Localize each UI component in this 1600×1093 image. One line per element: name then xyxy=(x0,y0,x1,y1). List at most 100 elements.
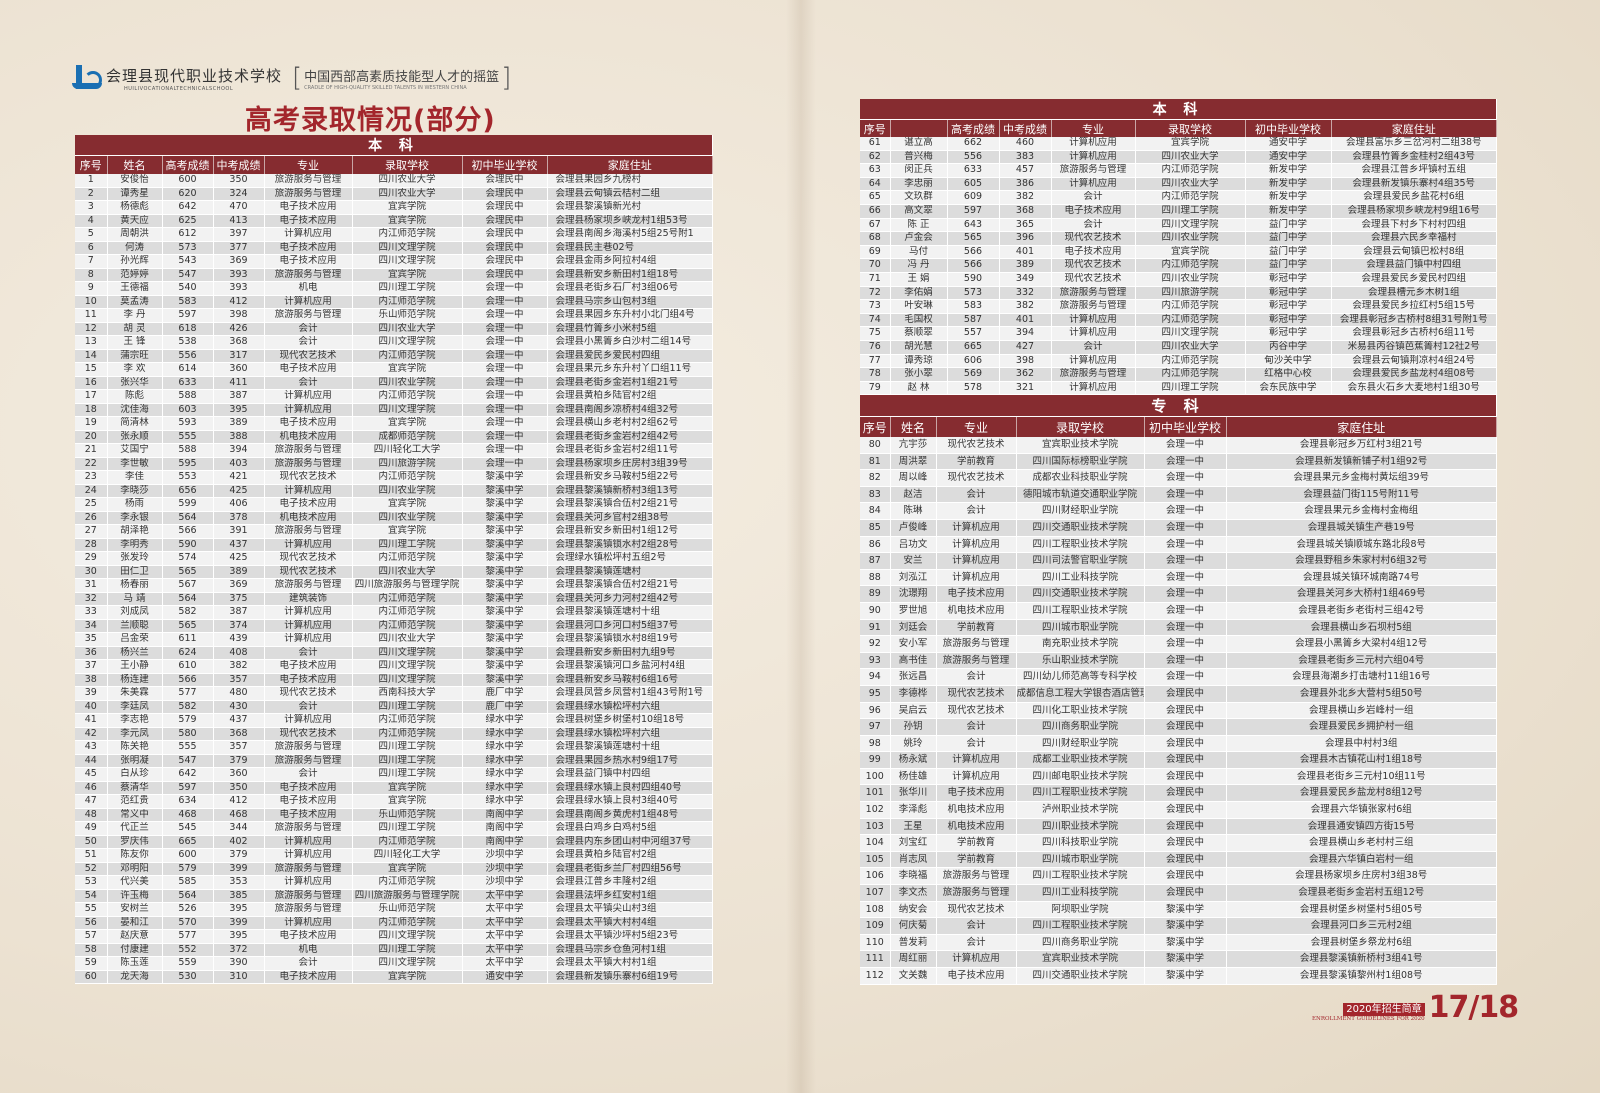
major-cell: 学前教育 xyxy=(936,851,1017,869)
gaokao-score-cell: 530 xyxy=(162,970,214,984)
seq-cell: 109 xyxy=(860,917,891,935)
major-cell: 计算机应用 xyxy=(264,713,353,728)
zhongkao-score-cell: 408 xyxy=(213,646,265,660)
admitted-school-cell: 四川农业大学 xyxy=(352,187,463,201)
name-cell: 马付 xyxy=(890,245,948,260)
major-cell: 旅游服务与管理 xyxy=(264,578,353,593)
major-cell: 现代农艺技术 xyxy=(936,702,1017,720)
zhongkao-score-cell: 349 xyxy=(999,272,1052,287)
table-row: 48 常义中 468 468 电子技术应用 乐山师范学院 南阁中学 会理县南阁乡黄虎村1组48… xyxy=(75,808,713,822)
middle-school-cell: 彰冠中学 xyxy=(1245,286,1332,301)
table-row: 83 赵洁 会计 德阳城市轨道交通职业学院 会理一中 会理县益门街115号附11号 xyxy=(860,486,1497,504)
gaokao-score-cell: 588 xyxy=(162,443,214,458)
slogan-text-en: CRADLE OF HIGH-QUALITY SKILLED TALENTS I… xyxy=(304,84,467,91)
zhongkao-score-cell: 398 xyxy=(213,308,265,323)
major-cell: 计算机应用 xyxy=(264,227,353,242)
seq-cell: 84 xyxy=(860,502,891,520)
major-cell: 会计 xyxy=(936,735,1017,753)
major-cell: 旅游服务与管理 xyxy=(264,174,353,188)
major-cell: 计算机应用 xyxy=(1051,381,1136,396)
seq-cell: 66 xyxy=(860,204,891,219)
middle-school-cell: 会理民中 xyxy=(462,174,548,188)
middle-school-cell: 会理一中 xyxy=(1144,536,1227,554)
seq-cell: 61 xyxy=(860,137,891,151)
admitted-school-cell: 四川邮电职业技术学院 xyxy=(1016,768,1145,786)
column-header-middle-school: 初中毕业学校 xyxy=(1144,416,1227,437)
admitted-school-cell: 内江师范学院 xyxy=(352,470,463,485)
brochure-subtitle: ENROLLMENT GUIDELINES FOR 2020 xyxy=(1312,1016,1425,1022)
admitted-school-cell: 四川文理学院 xyxy=(352,254,463,269)
name-cell: 高文翠 xyxy=(890,204,948,219)
major-cell: 会计 xyxy=(936,668,1017,686)
name-cell: 肖志凤 xyxy=(890,851,937,869)
middle-school-cell: 会理一中 xyxy=(462,430,548,444)
middle-school-cell: 黎溪中学 xyxy=(462,497,548,512)
seq-cell: 87 xyxy=(860,552,891,570)
address-cell: 会理县白鸡乡白鸡村5组 xyxy=(547,821,713,836)
admitted-school-cell: 南充职业技术学院 xyxy=(1016,635,1145,653)
zhongkao-score-cell: 401 xyxy=(999,313,1052,328)
zhongkao-score-cell: 379 xyxy=(213,848,265,863)
name-cell: 李永银 xyxy=(107,511,163,525)
address-cell: 会理县黎溪镇新桥村3组13号 xyxy=(547,484,713,498)
gaokao-score-cell: 579 xyxy=(162,862,214,876)
table-row: 30 田仁卫 565 389 现代农艺技术 四川农业大学 黎溪中学 会理县黎溪镇莲塘村 xyxy=(75,565,713,579)
college-admissions-table: 专 科序号 姓名 专业 录取学校 初中毕业学校 家庭住址 80 亢宇莎 现代农艺技术 宜宾职业技术… xyxy=(860,395,1497,985)
table-row: 50 罗庆伟 665 402 计算机应用 内江师范学院 南阁中学 会理县内东乡团山村中河组37… xyxy=(75,835,713,849)
seq-cell: 34 xyxy=(75,619,108,633)
middle-school-cell: 黎溪中学 xyxy=(462,484,548,498)
address-cell: 会理县新安乡新田村1组12号 xyxy=(547,524,713,539)
seq-cell: 46 xyxy=(75,781,108,795)
zhongkao-score-cell: 393 xyxy=(213,268,265,282)
table-row: 71 王 娟 590 349 现代农艺技术 四川农业学院 彰冠中学 会理县爱民乡爱民村四组 xyxy=(860,272,1497,287)
middle-school-cell: 益门中学 xyxy=(1245,258,1332,273)
major-cell: 电子技术应用 xyxy=(264,929,353,944)
name-cell: 范婷婷 xyxy=(107,268,163,282)
address-cell: 会理县凤营乡凤营村1组43号附1号 xyxy=(547,686,713,701)
address-cell: 会理县爱民乡盐龙村8组12号 xyxy=(1226,784,1497,803)
table-row: 15 李 欢 614 360 电子技术应用 宜宾学院 会理一中 会理县果元乡东升村丫口组11号 xyxy=(75,362,713,377)
name-cell: 李 欢 xyxy=(107,362,163,377)
name-cell: 普兴梅 xyxy=(890,150,948,165)
middle-school-cell: 会理民中 xyxy=(1144,867,1227,886)
address-cell: 会理县果园乡东升村小北门组4号 xyxy=(547,308,713,323)
column-header-seq: 序号 xyxy=(860,119,891,137)
table-row: 19 简清林 593 389 电子技术应用 宜宾学院 会理一中 会理县横山乡老村村2组62号 xyxy=(75,416,713,431)
address-cell: 会理县河口乡三元村2组 xyxy=(1226,917,1497,935)
table-row: 29 张发玲 574 425 现代农艺技术 内江师范学院 黎溪中学 会理绿水镇松坪村五组2号 xyxy=(75,551,713,566)
major-cell: 计算机应用 xyxy=(264,619,353,633)
admitted-school-cell: 四川旅游服务与管理学院 xyxy=(352,889,463,903)
address-cell: 会理县野租乡朱家村村6组32号 xyxy=(1226,552,1497,570)
seq-cell: 98 xyxy=(860,735,891,753)
seq-cell: 77 xyxy=(860,354,891,369)
zhongkao-score-cell: 369 xyxy=(213,254,265,269)
admitted-school-cell: 宜宾学院 xyxy=(352,794,463,809)
address-cell: 会理县黎溪镇莲塘村十组 xyxy=(547,740,713,755)
address-cell: 会理县六民乡幸福村 xyxy=(1331,231,1497,246)
address-cell: 会理县城关镇顺城东路北段8号 xyxy=(1226,536,1497,554)
gaokao-score-cell: 566 xyxy=(162,524,214,539)
major-cell: 计算机应用 xyxy=(1051,177,1136,192)
seq-cell: 85 xyxy=(860,519,891,537)
admitted-school-cell: 四川农业学院 xyxy=(352,484,463,498)
name-cell: 许玉梅 xyxy=(107,889,163,903)
zhongkao-score-cell: 425 xyxy=(213,551,265,566)
address-cell: 会理县云甸镇荆凉村4组24号 xyxy=(1331,354,1497,369)
address-cell: 会理县老街乡金岩村1组21号 xyxy=(547,376,713,390)
table-row: 88 刘泓江 计算机应用 四川工业科技学院 会理一中 会理县城关镇环城南路74号 xyxy=(860,569,1497,587)
admitted-school-cell: 四川农业大学 xyxy=(352,322,463,336)
name-cell: 杨春丽 xyxy=(107,578,163,593)
seq-cell: 67 xyxy=(860,218,891,233)
major-cell: 现代农艺技术 xyxy=(264,349,353,363)
column-header-address: 家庭住址 xyxy=(1226,416,1497,437)
admitted-school-cell: 内江师范学院 xyxy=(352,592,463,606)
major-cell: 计算机应用 xyxy=(264,389,353,404)
middle-school-cell: 黎溪中学 xyxy=(1144,950,1227,968)
zhongkao-score-cell: 399 xyxy=(213,862,265,876)
seq-cell: 72 xyxy=(860,286,891,301)
address-cell: 会理县绿水镇松坪村六组 xyxy=(547,727,713,741)
table-row: 84 陈琳 会计 四川财经职业学院 会理一中 会理县果元乡金梅村金梅组 xyxy=(860,502,1497,520)
table-row: 99 杨永斌 计算机应用 成都工业职业技术学院 会理民中 会理县木古镇花山村1组18号 xyxy=(860,751,1497,769)
zhongkao-score-cell: 386 xyxy=(999,177,1052,192)
page-spine xyxy=(786,0,816,1093)
